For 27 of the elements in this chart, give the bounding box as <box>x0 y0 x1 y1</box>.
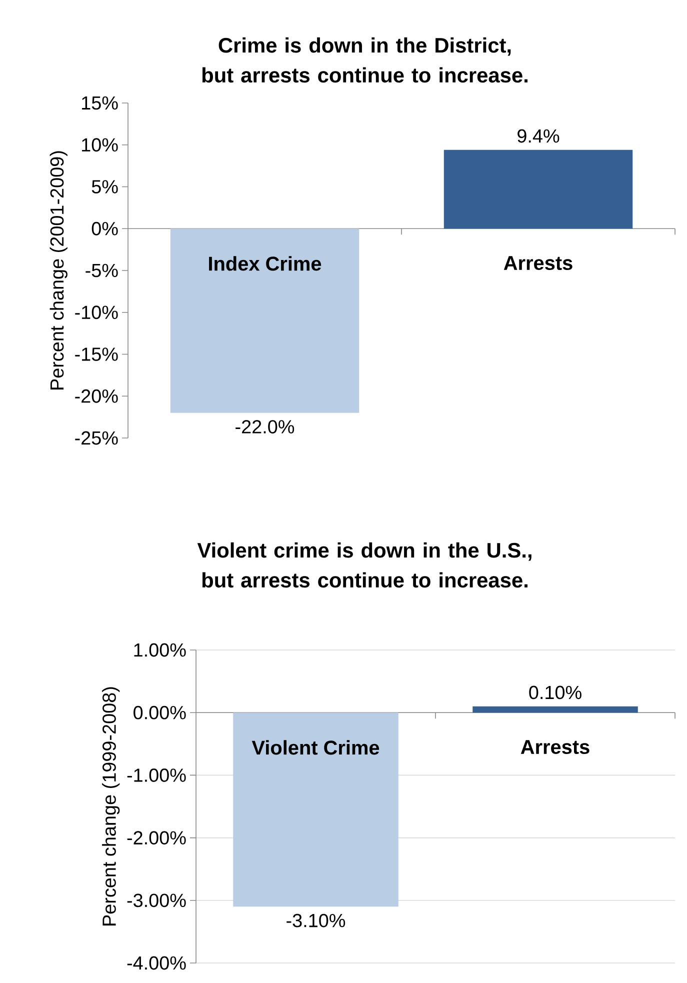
y-tick-label: -5% <box>86 264 118 278</box>
x-tick-label: Index Crime <box>209 256 322 271</box>
data-label: -22.0% <box>236 420 294 434</box>
y-axis-title: Percent change (1999-2008) <box>102 687 120 926</box>
chart-title: Crime is down in the District, but arrests continue to increase. <box>202 37 528 83</box>
y-tick-label: -3.00% <box>127 894 186 908</box>
data-label: 9.4% <box>518 129 560 143</box>
y-tick-label: -25% <box>75 431 118 445</box>
data-label: 0.10% <box>529 686 582 700</box>
y-tick-label: 10% <box>82 138 118 152</box>
y-tick-label: 0.00% <box>134 706 186 720</box>
y-tick-label: -10% <box>75 306 118 320</box>
y-tick-label: 5% <box>92 180 118 194</box>
x-tick-label: Arrests <box>504 256 572 270</box>
y-tick-label: -4.00% <box>127 956 186 970</box>
y-tick-label: -2.00% <box>127 831 186 845</box>
y-tick-label: 15% <box>82 96 118 110</box>
y-tick-label: 1.00% <box>134 643 186 657</box>
y-tick-label: -1.00% <box>127 768 186 782</box>
x-tick-label: Violent Crime <box>252 740 380 755</box>
y-tick-label: -20% <box>75 389 118 403</box>
data-label: -3.10% <box>286 914 346 928</box>
x-tick-label: Arrests <box>520 740 590 754</box>
y-tick-label: -15% <box>75 348 118 361</box>
y-tick-label: 0% <box>92 222 118 236</box>
y-axis-title: Percent change (2001-2009) <box>50 151 68 390</box>
chart-title: Violent crime is down in the U.S., but arrests continue to increase. <box>197 542 532 588</box>
